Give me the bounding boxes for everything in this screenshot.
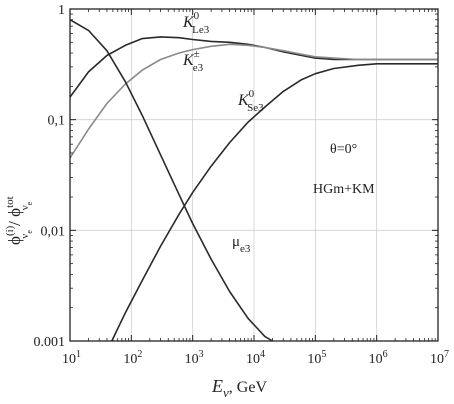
y-tick-label: 1 bbox=[58, 3, 65, 18]
y-axis-title: ϕ(i)νe / ϕtot νe bbox=[4, 196, 34, 245]
x-tick-base: 10 bbox=[185, 352, 199, 367]
x-tick-base: 10 bbox=[246, 352, 260, 367]
series-label-mue3: μe3 bbox=[232, 234, 251, 255]
x-tick-label: 102 bbox=[123, 349, 142, 367]
x-tick-exponent: 1 bbox=[76, 349, 81, 360]
x-tick-exponent: 6 bbox=[383, 349, 388, 360]
series-label-ke3: K± e3 bbox=[182, 48, 204, 74]
y-tick-label: 0.001 bbox=[34, 335, 66, 350]
x-tick-label: 107 bbox=[430, 349, 449, 367]
annotation-theta: θ=0° bbox=[330, 142, 357, 157]
x-tick-exponent: 3 bbox=[199, 349, 204, 360]
series-lines bbox=[69, 19, 438, 342]
x-tick-label: 105 bbox=[307, 349, 326, 367]
axis-ticks bbox=[69, 8, 439, 342]
x-tick-label: 101 bbox=[62, 349, 81, 367]
series-label-kse3: K0 Se3 bbox=[237, 88, 264, 114]
y-tick-label: 0,01 bbox=[41, 224, 66, 239]
x-tick-label: 106 bbox=[369, 349, 388, 367]
series-label-kle3: K0 Le3 bbox=[182, 10, 210, 36]
x-tick-exponent: 2 bbox=[137, 349, 142, 360]
y-tick-label: 0,1 bbox=[48, 114, 66, 129]
x-tick-label: 103 bbox=[185, 349, 204, 367]
x-tick-base: 10 bbox=[307, 352, 321, 367]
x-tick-label: 104 bbox=[246, 349, 265, 367]
curve-mu-e3 bbox=[69, 19, 273, 342]
x-tick-base: 10 bbox=[430, 352, 444, 367]
curve-k-pm-e3 bbox=[69, 43, 438, 159]
x-tick-base: 10 bbox=[62, 352, 76, 367]
x-tick-exponent: 7 bbox=[444, 349, 449, 360]
annotation-model: HGm+KM bbox=[313, 182, 375, 197]
x-axis-title: Eν, GeV bbox=[211, 376, 267, 400]
x-tick-exponent: 5 bbox=[321, 349, 326, 360]
x-tick-base: 10 bbox=[123, 352, 137, 367]
x-tick-base: 10 bbox=[369, 352, 383, 367]
curve-k0-se3 bbox=[111, 62, 438, 342]
x-tick-exponent: 4 bbox=[260, 349, 265, 360]
